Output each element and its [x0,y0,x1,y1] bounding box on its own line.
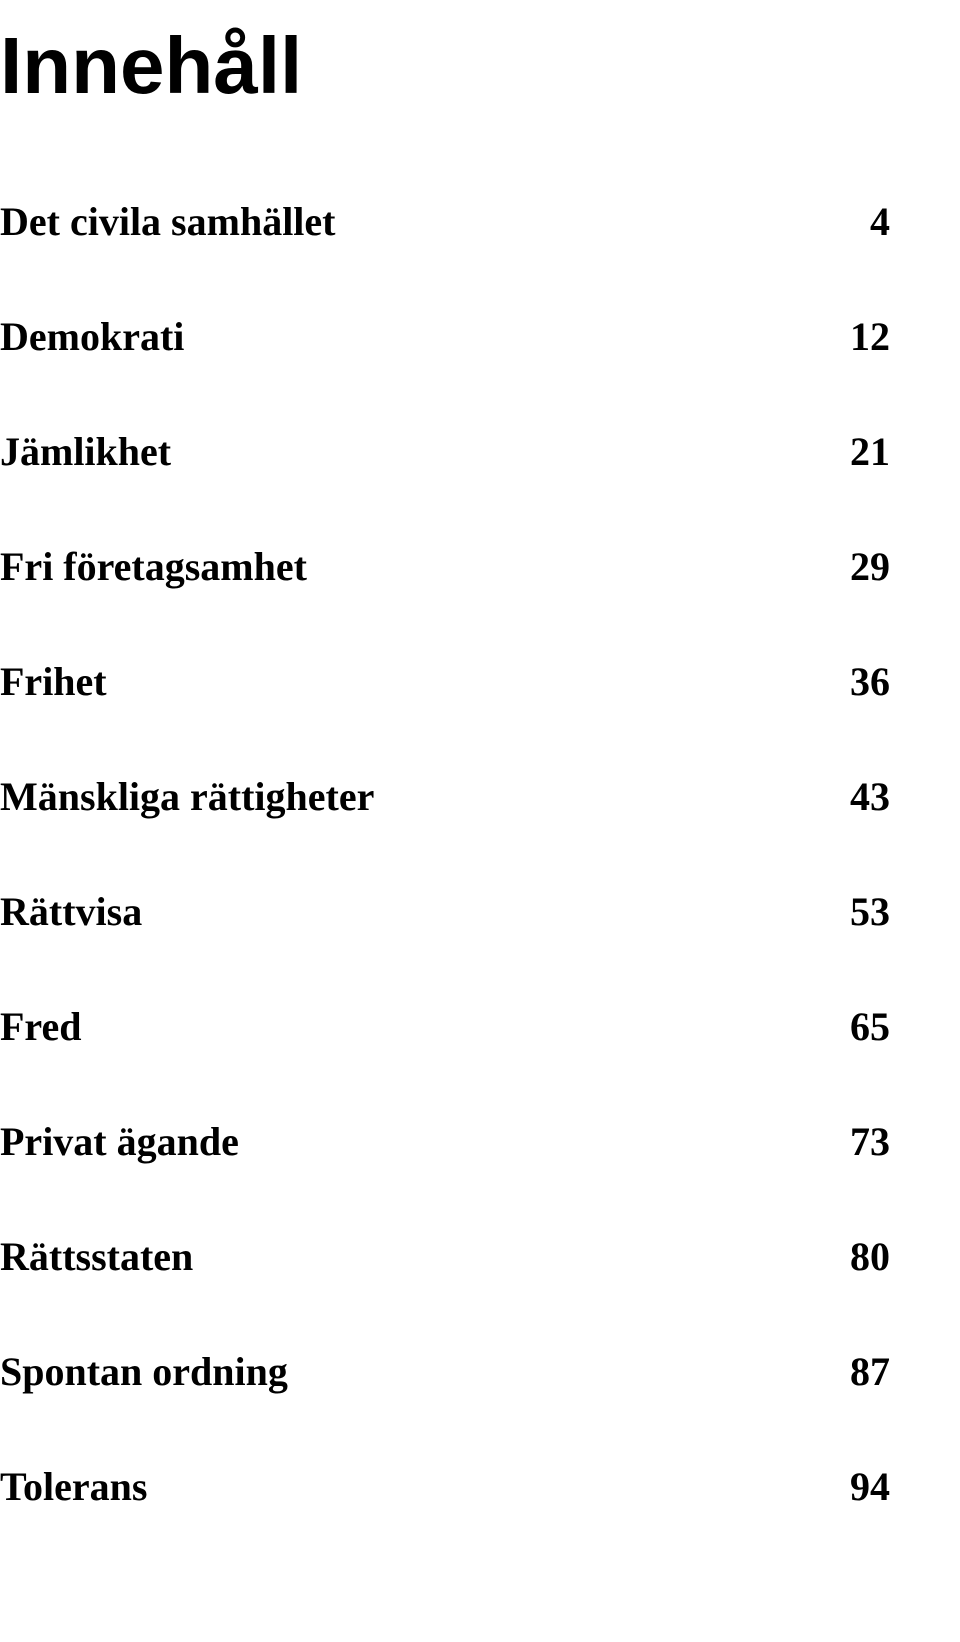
toc-row: Jämlikhet 21 [0,432,890,472]
toc-page-number: 80 [830,1237,890,1277]
toc-page-number: 87 [830,1352,890,1392]
toc-label: Fred [0,1007,81,1047]
toc-page-number: 53 [830,892,890,932]
toc-label: Fri företagsamhet [0,547,307,587]
toc-label: Spontan ordning [0,1352,288,1392]
toc-page-number: 4 [830,202,890,242]
document-page: Innehåll Det civila samhället 4 Demokrat… [0,0,960,1642]
toc-page-number: 29 [830,547,890,587]
toc-label: Privat ägande [0,1122,239,1162]
toc-row: Privat ägande 73 [0,1122,890,1162]
toc-row: Det civila samhället 4 [0,202,890,242]
toc-page-number: 21 [830,432,890,472]
toc-row: Mänskliga rättigheter 43 [0,777,890,817]
toc-label: Jämlikhet [0,432,171,472]
toc-row: Tolerans 94 [0,1467,890,1507]
toc-page-number: 36 [830,662,890,702]
toc-page-number: 12 [830,317,890,357]
toc-row: Frihet 36 [0,662,890,702]
toc-page-number: 94 [830,1467,890,1507]
toc-label: Frihet [0,662,107,702]
toc-label: Demokrati [0,317,184,357]
toc-page-number: 73 [830,1122,890,1162]
toc-label: Det civila samhället [0,202,336,242]
toc-row: Fred 65 [0,1007,890,1047]
toc-label: Rättsstaten [0,1237,193,1277]
toc-row: Demokrati 12 [0,317,890,357]
toc-page-number: 43 [830,777,890,817]
toc-label: Mänskliga rättigheter [0,777,374,817]
table-of-contents: Det civila samhället 4 Demokrati 12 Jäml… [0,202,890,1507]
toc-label: Rättvisa [0,892,142,932]
page-title: Innehåll [0,20,890,112]
toc-row: Rättvisa 53 [0,892,890,932]
toc-row: Spontan ordning 87 [0,1352,890,1392]
toc-row: Rättsstaten 80 [0,1237,890,1277]
toc-label: Tolerans [0,1467,147,1507]
toc-page-number: 65 [830,1007,890,1047]
toc-row: Fri företagsamhet 29 [0,547,890,587]
